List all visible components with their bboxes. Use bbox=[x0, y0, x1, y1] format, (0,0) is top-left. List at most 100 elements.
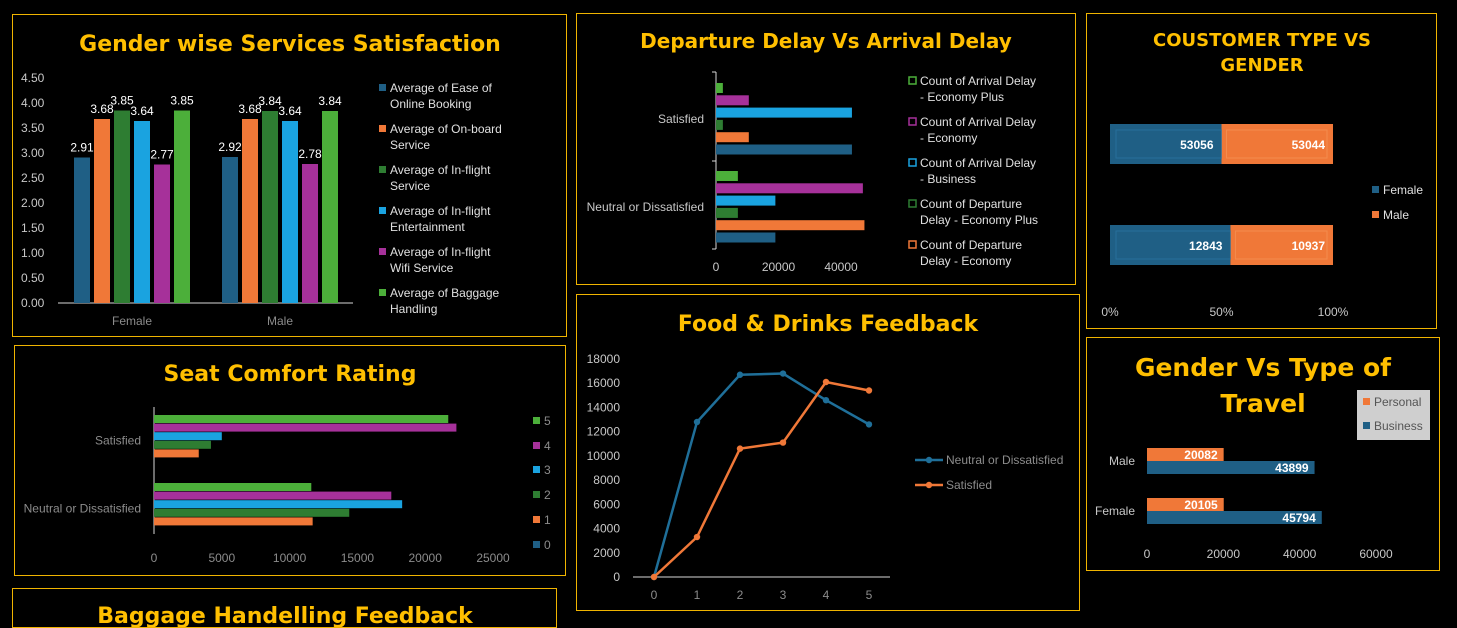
delay-legend-item-label: - Business bbox=[920, 172, 976, 186]
customer-type-xtick: 0% bbox=[1101, 305, 1119, 319]
customer-type-legend-item-swatch bbox=[1372, 211, 1379, 218]
customer-type-bar-inner bbox=[1115, 129, 1223, 159]
seat-comfort-legend-swatch bbox=[533, 491, 540, 498]
food-drinks-point bbox=[779, 439, 787, 446]
gender-services-data-label: 3.84 bbox=[318, 94, 342, 108]
delay-category-label: Satisfied bbox=[658, 112, 704, 126]
customer-type-bar-male bbox=[1221, 124, 1333, 164]
gender-travel-xtick: 20000 bbox=[1207, 547, 1241, 561]
delay-legend-item-label: - Economy Plus bbox=[920, 90, 1004, 104]
gender-services-data-label: 3.64 bbox=[278, 104, 302, 118]
delay-legend-item-swatch bbox=[908, 158, 917, 167]
food-drinks-legend-label: Neutral or Dissatisfied bbox=[946, 453, 1063, 467]
food-drinks-xtick: 0 bbox=[651, 588, 658, 602]
delay-bar bbox=[716, 183, 863, 194]
gender-travel-data-label: 20082 bbox=[1184, 448, 1218, 462]
seat-comfort-bar bbox=[154, 483, 312, 491]
gender-travel-xtick: 60000 bbox=[1359, 547, 1393, 561]
food-drinks-chart: Food & Drinks Feedback 0 2000 4000 6000 8000… bbox=[587, 312, 1064, 602]
gender-services-bar bbox=[222, 157, 238, 303]
delay-bar bbox=[716, 119, 723, 130]
gender-services-data-label: 3.68 bbox=[90, 102, 114, 116]
gender-services-ytick: 4.50 bbox=[21, 71, 45, 85]
customer-type-legend-item-swatch bbox=[1372, 186, 1379, 193]
delay-bar bbox=[716, 107, 852, 118]
gender-services-bar bbox=[174, 110, 190, 303]
seat-comfort-bar bbox=[154, 432, 222, 441]
food-drinks-xtick: 5 bbox=[866, 588, 873, 602]
delay-panel: Departure Delay Vs Arrival Delay Satisfi… bbox=[576, 13, 1076, 285]
seat-comfort-legend-label: 5 bbox=[544, 414, 551, 428]
seat-comfort-bar bbox=[154, 415, 449, 423]
food-drinks-xtick: 4 bbox=[823, 588, 830, 602]
gender-services-bar bbox=[242, 119, 258, 303]
gender-services-ytick: 0.50 bbox=[21, 271, 45, 285]
seat-comfort-bar bbox=[154, 423, 457, 432]
gender-travel-data-label: 43899 bbox=[1275, 461, 1309, 475]
food-drinks-point bbox=[736, 371, 744, 378]
delay-legend-item-swatch bbox=[908, 240, 917, 249]
delay-legend-item-swatch bbox=[908, 76, 917, 85]
seat-comfort-bar bbox=[154, 491, 392, 500]
food-drinks-panel: Food & Drinks Feedback 0 2000 4000 6000 8000… bbox=[576, 294, 1080, 611]
seat-comfort-chart: Seat Comfort Rating Satisfied Neutral or … bbox=[24, 362, 551, 565]
customer-type-bar-male bbox=[1230, 225, 1333, 265]
gender-services-xtick: Female bbox=[112, 314, 152, 328]
gender-services-legend-item-swatch bbox=[379, 166, 386, 173]
customer-type-title-line1: COUSTOMER TYPE VS bbox=[1153, 30, 1371, 51]
delay-legend-item-label: - Economy bbox=[920, 131, 977, 145]
food-drinks-ytick: 0 bbox=[613, 570, 620, 584]
food-drinks-point bbox=[650, 573, 658, 581]
delay-legend-item-swatch bbox=[908, 117, 917, 126]
customer-type-legend-item-label: Male bbox=[1383, 208, 1409, 222]
gender-travel-bar bbox=[1147, 511, 1322, 524]
delay-bar bbox=[716, 195, 776, 206]
seat-comfort-bar bbox=[154, 508, 350, 517]
seat-comfort-legend-swatch bbox=[533, 541, 540, 548]
food-drinks-ytick: 10000 bbox=[587, 449, 621, 463]
seat-comfort-panel: Seat Comfort Rating Satisfied Neutral or … bbox=[14, 345, 566, 576]
food-drinks-point bbox=[693, 533, 701, 541]
customer-type-data-label: 10937 bbox=[1292, 239, 1326, 253]
gender-travel-xtick: 0 bbox=[1144, 547, 1151, 561]
delay-legend-item-label: Delay - Economy Plus bbox=[920, 213, 1038, 227]
food-drinks-xtick: 1 bbox=[694, 588, 701, 602]
gender-services-bar bbox=[322, 111, 338, 303]
delay-bar bbox=[716, 144, 852, 155]
seat-comfort-bar bbox=[154, 440, 211, 449]
gender-services-legend-item-swatch bbox=[379, 125, 386, 132]
delay-xtick: 20000 bbox=[762, 260, 796, 274]
gender-services-bar bbox=[94, 119, 110, 303]
customer-type-xtick: 50% bbox=[1209, 305, 1233, 319]
customer-type-panel: COUSTOMER TYPE VS GENDER 53056 53044 12843… bbox=[1086, 13, 1437, 329]
gender-services-ytick: 4.00 bbox=[21, 96, 45, 110]
gender-travel-bar bbox=[1147, 461, 1315, 474]
food-drinks-point bbox=[822, 396, 830, 404]
gender-travel-bar bbox=[1147, 448, 1224, 461]
gender-services-bar bbox=[154, 164, 170, 303]
gender-travel-category-label: Male bbox=[1109, 454, 1135, 468]
baggage-chart: Baggage Handelling Feedback bbox=[97, 604, 474, 627]
delay-bar bbox=[716, 207, 738, 218]
seat-comfort-legend-swatch bbox=[533, 466, 540, 473]
gender-services-legend-item-label: Entertainment bbox=[390, 220, 465, 234]
gender-travel-legend-label: Business bbox=[1374, 419, 1423, 433]
seat-comfort-bar bbox=[154, 449, 199, 458]
delay-xtick: 40000 bbox=[824, 260, 858, 274]
gender-services-chart: Gender wise Services Satisfaction 0.00 0.… bbox=[21, 32, 502, 328]
food-drinks-xtick: 2 bbox=[737, 588, 744, 602]
gender-services-legend-item-label: Service bbox=[390, 179, 430, 193]
customer-type-bar-female bbox=[1110, 225, 1231, 265]
gender-travel-category-label: Female bbox=[1095, 504, 1135, 518]
seat-comfort-category-label: Satisfied bbox=[95, 434, 141, 448]
seat-comfort-xtick: 25000 bbox=[476, 551, 510, 565]
gender-services-data-label: 2.78 bbox=[298, 147, 322, 161]
delay-bar bbox=[716, 95, 749, 106]
seat-comfort-bar bbox=[154, 517, 313, 526]
seat-comfort-xtick: 0 bbox=[151, 551, 158, 565]
gender-services-data-label: 2.91 bbox=[70, 141, 94, 155]
gender-services-data-label: 2.92 bbox=[218, 140, 242, 154]
gender-travel-data-label: 45794 bbox=[1282, 511, 1316, 525]
gender-travel-bar bbox=[1147, 498, 1224, 511]
food-drinks-point bbox=[865, 387, 873, 394]
